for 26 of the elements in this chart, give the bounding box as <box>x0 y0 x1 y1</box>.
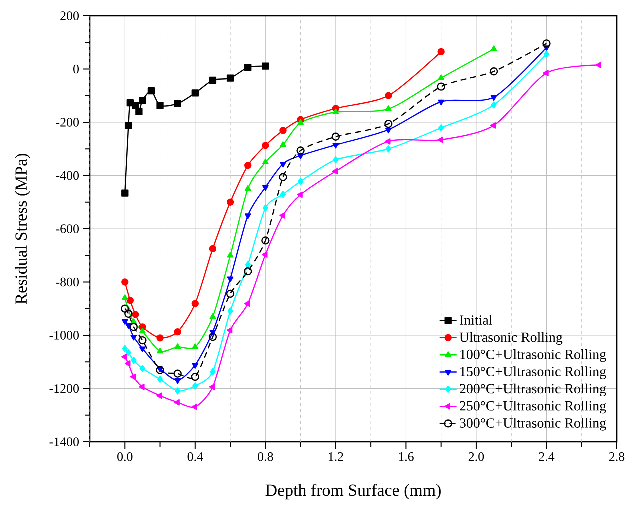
y-tick-label: -1400 <box>50 438 80 446</box>
y-tick-label: 0 <box>74 64 80 74</box>
y-tick-label: -1000 <box>50 331 80 340</box>
x-tick-label: 0.4 <box>188 452 204 462</box>
x-tick-label: 2.4 <box>539 452 555 462</box>
x-tick-label: 2.8 <box>609 452 625 462</box>
x-tick-label: 0.8 <box>258 452 274 462</box>
x-tick-label: 0.0 <box>118 452 133 462</box>
x-tick-label: 2.0 <box>468 452 484 462</box>
x-tick-label: 1.2 <box>328 452 344 462</box>
y-tick-label: -800 <box>56 278 80 287</box>
legend-label: Initial <box>460 315 492 326</box>
legend-label: Ultrasonic Rolling <box>460 332 563 346</box>
x-axis-title: Depth from Surface (mm) <box>266 484 441 500</box>
x-tick-label: 1.6 <box>399 452 414 462</box>
y-tick-label: -1200 <box>50 384 80 394</box>
legend-label: 150°C+Ultrasonic Rolling <box>460 366 606 380</box>
legend-label: 250°C+Ultrasonic Rolling <box>460 400 606 414</box>
legend-label: 200°C+Ultrasonic Rolling <box>460 384 606 397</box>
y-axis-title: Residual Stress (MPa) <box>15 154 30 304</box>
y-tick-label: -400 <box>56 171 80 180</box>
y-tick-label: -600 <box>56 224 80 234</box>
y-tick-label: -200 <box>56 118 80 127</box>
legend-label: 100°C+Ultrasonic Rolling <box>460 350 606 362</box>
y-tick-label: 200 <box>60 12 80 20</box>
legend-label: 300°C+Ultrasonic Rolling <box>460 418 606 431</box>
